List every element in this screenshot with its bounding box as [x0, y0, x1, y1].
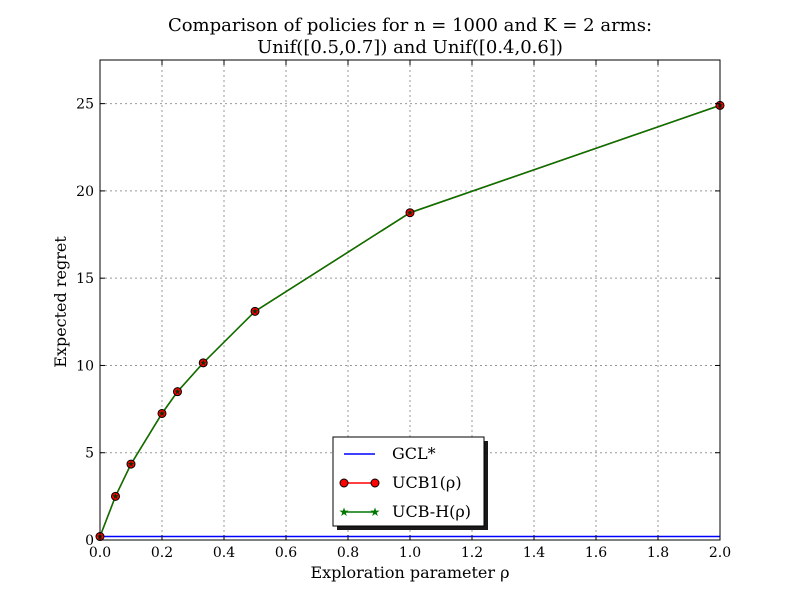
x-axis-label: Exploration parameter ρ [310, 563, 509, 582]
plot-area [95, 100, 725, 542]
legend-marker-ucbh-start: ★ [339, 505, 350, 519]
y-tick-label: 15 [76, 271, 94, 287]
series-2-point [127, 460, 135, 467]
x-tick-label: 0.0 [89, 545, 111, 561]
series-2-point [251, 308, 259, 314]
x-tick-label: 1.2 [461, 545, 483, 561]
x-tick-label: 1.8 [647, 545, 669, 561]
y-tick-label: 20 [76, 184, 94, 200]
legend-marker-ucb1-end [370, 478, 380, 488]
y-tick-label: 10 [76, 358, 94, 374]
y-axis-label: Expected regret [51, 236, 70, 368]
legend-label-ucbh: UCB-H(ρ) [392, 502, 471, 521]
x-tick-label: 0.4 [213, 545, 235, 561]
legend-label-ucb1: UCB1(ρ) [392, 473, 462, 492]
tick-labels: 0.0 0.2 0.4 0.6 0.8 1.0 1.2 1.4 1.6 1.8 2.0 0 5 10 15 2… [76, 97, 731, 561]
x-tick-label: 2.0 [709, 545, 731, 561]
series-2-point [200, 359, 207, 366]
y-tick-label: 5 [85, 446, 94, 462]
series-2-point [158, 410, 166, 417]
x-tick-label: 0.2 [151, 545, 173, 561]
legend-marker-ucb1-start [339, 478, 349, 488]
x-tick-label: 1.6 [585, 545, 607, 561]
x-tick-label: 0.6 [275, 545, 297, 561]
legend-marker-ucbh-end: ★ [370, 505, 381, 519]
series-2-point [406, 209, 414, 216]
x-tick-label: 1.4 [523, 545, 545, 561]
y-tick-label: 0 [85, 533, 94, 549]
legend: GCL* UCB1(ρ) ★ ★ UCB-H(ρ) [332, 436, 488, 530]
series-2-point [112, 493, 119, 499]
chart-title-line-2: Unif([0.5,0.7]) and Unif([0.4,0.6]) [257, 37, 563, 58]
x-tick-label: 0.8 [337, 545, 359, 561]
axes [99, 59, 721, 541]
series-2-point [174, 388, 181, 395]
plot-frame [99, 59, 721, 541]
grid [100, 60, 720, 540]
legend-frame [332, 436, 485, 527]
chart-title-line-1: Comparison of policies for n = 1000 and … [168, 15, 652, 36]
x-tick-label: 1.0 [399, 545, 421, 561]
y-tick-label: 25 [76, 97, 94, 113]
legend-label-gcl: GCL* [392, 444, 436, 463]
